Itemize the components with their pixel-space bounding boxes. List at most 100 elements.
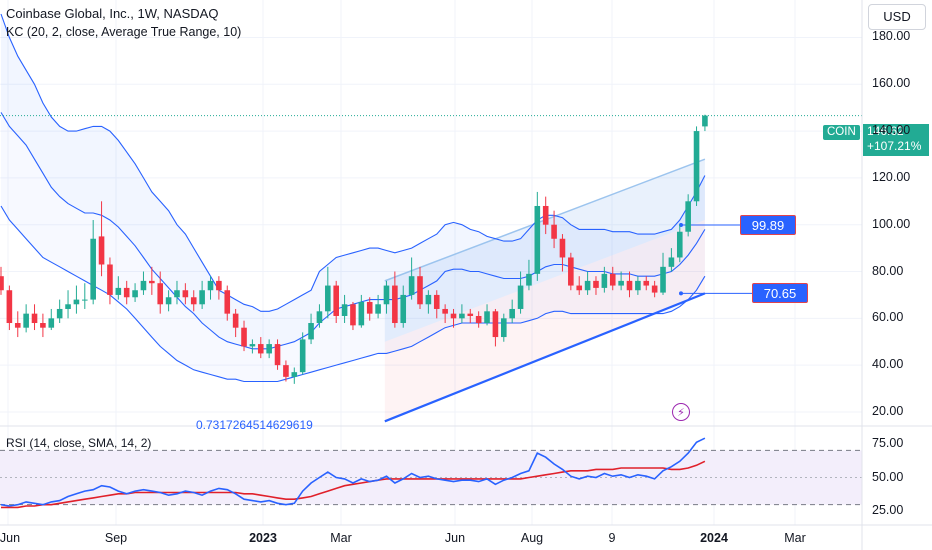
candle-body [576,285,583,291]
candle [98,201,105,277]
candle [249,339,256,354]
price-tick-label: 180.00 [872,29,911,44]
time-tick-label: Sep [104,531,128,545]
lower-trendline-callout[interactable]: 70.65 [752,283,808,304]
keltner-upper-line [0,13,706,312]
candle-body [56,308,63,319]
candle-body [107,264,113,295]
candle [576,276,583,295]
trend-channel [384,158,752,423]
candle [199,280,205,309]
candle-body [542,205,549,225]
candle [241,320,247,352]
candle-body [693,131,700,202]
time-tick-label: Mar [784,531,806,545]
candle [618,271,624,291]
change-percent: +107.21% [867,139,922,153]
candle [450,308,457,328]
candle-body [216,280,222,291]
candle [325,266,331,319]
candle-body [274,344,281,366]
candle [467,308,474,324]
candle [182,283,189,305]
candle [551,210,557,249]
candle-body [199,290,205,305]
candle-body [341,304,348,316]
candle [350,301,356,331]
time-tick-label: 2024 [700,531,728,545]
candle [149,266,155,295]
candle-body [618,280,624,286]
rsi-tick-label: 75.00 [872,435,904,450]
candle-body [467,313,474,316]
upper-trendline-callout[interactable]: 99.89 [740,214,796,235]
candle [559,234,566,272]
currency-selector[interactable]: USD [868,4,926,30]
candle [526,259,532,291]
candle-body [450,313,457,319]
candle [593,276,599,295]
candle-body [291,372,298,377]
candle [702,114,708,132]
candle-body [651,285,658,293]
rsi-tick-label: 50.00 [872,469,904,484]
candle-body [266,344,272,354]
candle-body [559,238,566,258]
last-price: 146.62 [867,124,904,138]
candle [31,304,38,331]
candle [132,283,138,302]
candle-body [676,231,683,258]
candle [492,308,499,347]
rsi-pane [0,437,862,509]
candle [568,252,574,291]
candle-body [23,313,29,328]
candle-body [366,301,373,314]
candle [442,304,448,324]
candle-body [517,285,524,309]
channel-upper-fill [384,159,705,342]
candle-body [283,365,289,377]
candle [484,304,490,326]
price-tick-label: 120.00 [872,169,911,184]
candle [383,280,390,314]
candle [366,297,373,321]
candle [341,294,348,324]
candle-body [702,115,708,127]
last-price-tag: 146.62 +107.21% [863,124,929,156]
candle [333,280,339,324]
candle [651,280,658,298]
candle-body [182,290,189,298]
candle [283,360,289,382]
candle [274,339,281,370]
candle [308,313,314,345]
keltner-indicator-label[interactable]: KC (20, 2, close, Average True Range, 10… [6,25,242,39]
candle [140,271,147,295]
rsi-line [0,437,706,507]
candle-body [308,323,314,340]
price-tick-label: 60.00 [872,310,904,325]
candle [358,294,365,328]
candle-body [325,285,331,312]
candle [517,271,524,314]
candle-body [584,280,591,291]
candle [257,337,264,359]
event-bolt-icon[interactable]: ⚡ [672,403,690,421]
candle [509,299,515,324]
candle-body [375,304,381,314]
candle-body [207,280,214,291]
candle [157,271,164,314]
candle-body [526,273,532,286]
candle [601,266,608,293]
candle-body [316,311,323,324]
candle-body [635,280,641,291]
price-tick-label: 160.00 [872,76,911,91]
candle [392,271,398,328]
candle [693,126,700,206]
time-tick-label: 9 [608,531,616,545]
candle [417,266,423,309]
rsi-indicator-label[interactable]: RSI (14, close, SMA, 14, 2) [6,436,152,450]
rsi-tick-label: 25.00 [872,503,904,518]
candle [425,290,432,314]
candle-body [442,308,448,314]
